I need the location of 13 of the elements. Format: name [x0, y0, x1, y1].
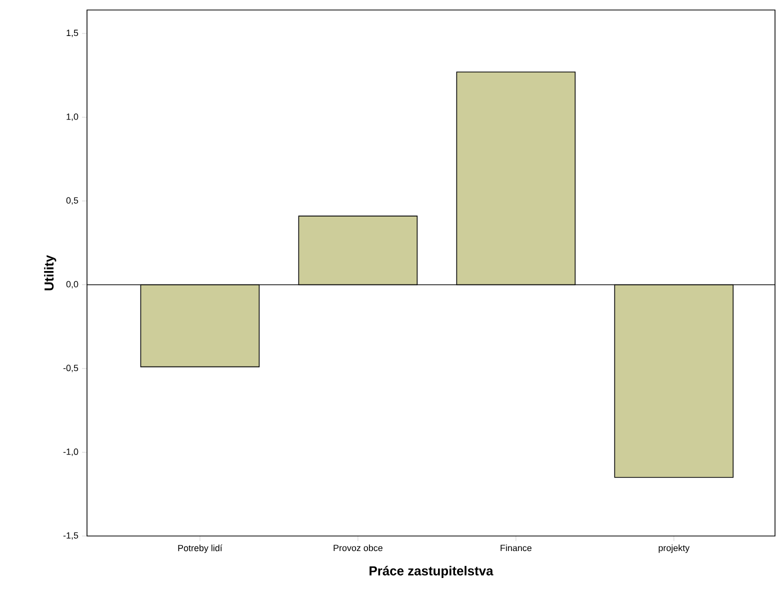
x-tick-label: Finance [500, 544, 532, 552]
y-tick-label: -1,5 [63, 532, 78, 540]
y-tick-label: 0,5 [66, 197, 78, 205]
y-tick-label: -0,5 [63, 364, 78, 372]
x-tick-label: Provoz obce [334, 544, 382, 552]
y-tick-label: 1,5 [66, 30, 78, 38]
x-tick-label: projekty [658, 544, 690, 553]
y-tick-label: 1,0 [66, 113, 78, 121]
y-tick-label: 0,0 [66, 281, 78, 288]
x-axis-title: Práce zastupitelstva [370, 566, 494, 578]
y-axis-title: Utility [44, 255, 56, 290]
x-tick-label: Potreby lidí [178, 544, 222, 553]
y-tick-label: -1,0 [63, 448, 78, 456]
